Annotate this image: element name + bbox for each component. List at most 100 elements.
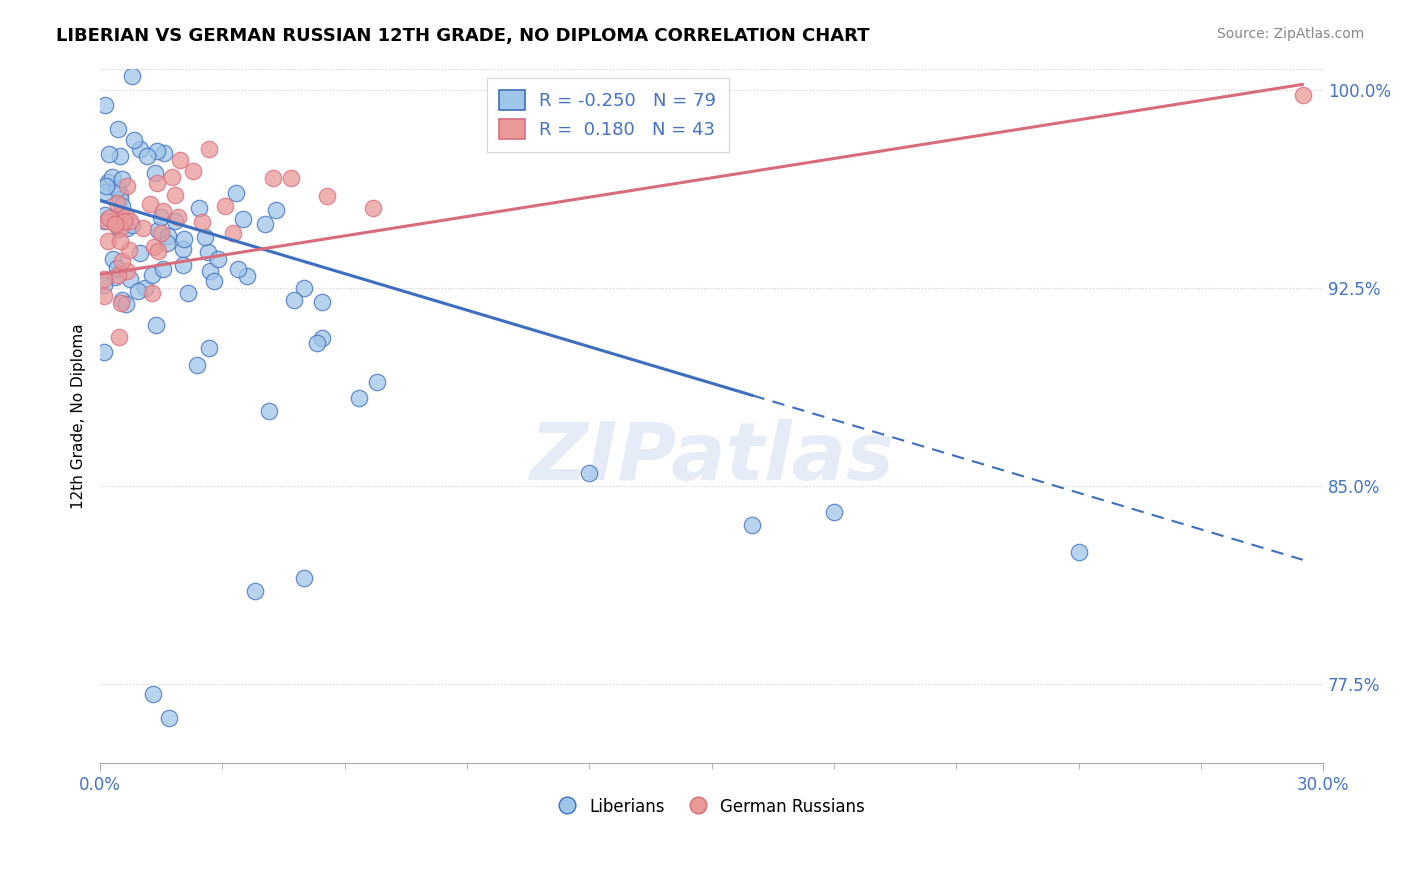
Point <box>107 121 129 136</box>
Point <box>194 229 217 244</box>
Point <box>155 236 177 251</box>
Point <box>163 214 186 228</box>
Point <box>108 234 131 248</box>
Point <box>136 149 159 163</box>
Point <box>202 274 225 288</box>
Point <box>108 221 131 235</box>
Point <box>115 178 138 193</box>
Point <box>105 218 128 232</box>
Point <box>347 392 370 406</box>
Point <box>264 203 287 218</box>
Point <box>142 240 165 254</box>
Point <box>110 192 132 206</box>
Point <box>207 252 229 267</box>
Point <box>254 218 277 232</box>
Point <box>107 208 129 222</box>
Point <box>200 264 222 278</box>
Point <box>115 209 138 223</box>
Point <box>115 263 138 277</box>
Point <box>146 145 169 159</box>
Point <box>222 226 245 240</box>
Point <box>214 199 236 213</box>
Point <box>111 172 134 186</box>
Point <box>311 331 333 345</box>
Point <box>262 170 284 185</box>
Point <box>93 208 115 222</box>
Text: ZIPatlas: ZIPatlas <box>529 418 894 497</box>
Point <box>225 186 247 201</box>
Point <box>741 518 763 533</box>
Point <box>101 252 124 266</box>
Point <box>141 268 163 282</box>
Point <box>148 223 170 237</box>
Point <box>108 187 131 202</box>
Point <box>94 178 117 193</box>
Point <box>118 243 141 257</box>
Point <box>120 271 142 285</box>
Point <box>122 133 145 147</box>
Point <box>152 261 174 276</box>
Point <box>177 285 200 300</box>
Point <box>361 201 384 215</box>
Point <box>148 244 170 258</box>
Point <box>131 220 153 235</box>
Point <box>112 214 135 228</box>
Point <box>156 229 179 244</box>
Point <box>366 376 388 390</box>
Point <box>93 278 115 293</box>
Point <box>105 182 128 196</box>
Point <box>142 688 165 702</box>
Point <box>96 214 118 228</box>
Point <box>103 217 125 231</box>
Point <box>149 227 172 241</box>
Point <box>93 272 115 286</box>
Point <box>108 222 131 236</box>
Point <box>108 149 131 163</box>
Point <box>311 295 333 310</box>
Point <box>152 203 174 218</box>
Point <box>115 220 138 235</box>
Point <box>292 571 315 585</box>
Point <box>93 288 115 302</box>
Point <box>259 403 281 417</box>
Point <box>186 358 208 372</box>
Point <box>307 335 329 350</box>
Point <box>150 210 173 224</box>
Point <box>280 171 302 186</box>
Point <box>198 143 221 157</box>
Y-axis label: 12th Grade, No Diploma: 12th Grade, No Diploma <box>72 323 86 508</box>
Point <box>173 232 195 246</box>
Point <box>1292 87 1315 102</box>
Point <box>107 195 129 210</box>
Point <box>110 296 132 310</box>
Point <box>166 210 188 224</box>
Point <box>134 280 156 294</box>
Point <box>243 584 266 599</box>
Point <box>172 258 194 272</box>
Point <box>129 246 152 260</box>
Point <box>128 142 150 156</box>
Point <box>188 201 211 215</box>
Point <box>141 286 163 301</box>
Point <box>94 186 117 200</box>
Point <box>232 212 254 227</box>
Point <box>97 234 120 248</box>
Point <box>111 293 134 308</box>
Point <box>181 164 204 178</box>
Point <box>236 269 259 284</box>
Point <box>145 318 167 332</box>
Point <box>163 188 186 202</box>
Point <box>107 268 129 282</box>
Point <box>315 189 337 203</box>
Point <box>93 345 115 359</box>
Point <box>93 214 115 228</box>
Point <box>100 169 122 184</box>
Point <box>1067 545 1090 559</box>
Point <box>121 218 143 232</box>
Legend: Liberians, German Russians: Liberians, German Russians <box>551 789 873 824</box>
Point <box>292 281 315 295</box>
Point <box>172 242 194 256</box>
Point <box>111 199 134 213</box>
Point <box>97 175 120 189</box>
Point <box>118 214 141 228</box>
